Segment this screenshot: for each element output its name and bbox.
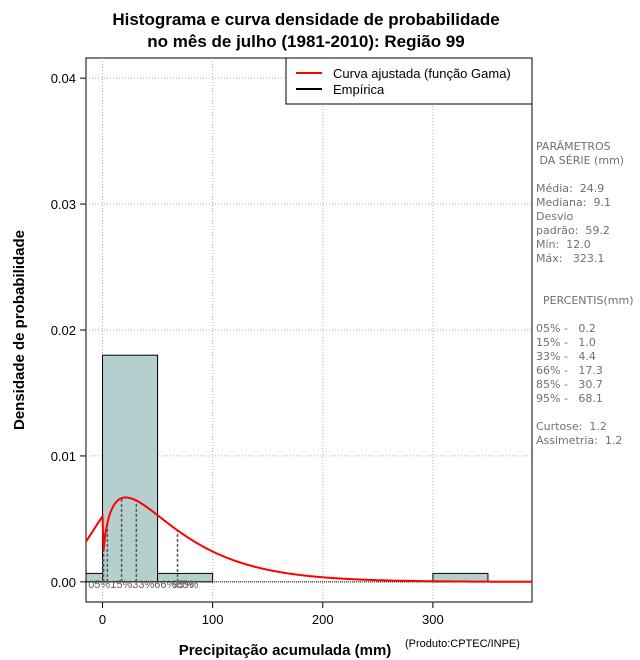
histogram-bar-1: [102, 354, 159, 583]
stat-stddev: padrão: 59.2: [536, 224, 610, 237]
legend: Curva ajustada (função Gama) Empírica: [285, 57, 533, 105]
stats-header-1: PARÂMETROS: [536, 140, 611, 153]
y-tick-label-4: 0.04: [51, 71, 76, 86]
percentile-labels: 05%15%33%66%85%: [88, 579, 198, 591]
percentil-66: 66% - 17.3: [536, 364, 603, 377]
legend-label-curve: Curva ajustada (função Gama): [333, 66, 511, 81]
stat-median: Mediana: 9.1: [536, 196, 611, 209]
percentil-15: 15% - 1.0: [536, 336, 596, 349]
stat-mean: Média: 24.9: [536, 182, 605, 195]
y-tick-label-3: 0.03: [51, 197, 76, 212]
percentis-header: PERCENTIS(mm): [536, 294, 634, 307]
x-tick-label-1: 100: [202, 612, 224, 627]
series-stats-panel: PARÂMETROS DA SÉRIE (mm) Média: 24.9 Med…: [536, 140, 640, 448]
x-tick-label-3: 300: [422, 612, 444, 627]
percentile-lines: 05%15%33%66%85%95%: [88, 498, 199, 591]
x-tick-label-2: 200: [312, 612, 334, 627]
stat-max: Máx: 323.1: [536, 252, 605, 265]
x-axis-label: Precipitação acumulada (mm): [179, 642, 392, 659]
fitted-gamma-curve: [85, 496, 532, 583]
percentil-33: 33% - 4.4: [536, 350, 596, 363]
chart-title-line-2: no mês de julho (1981-2010): Região 99: [147, 32, 464, 51]
stat-stddev-label: Desvio: [536, 210, 574, 223]
y-tick-label-0: 0.00: [51, 575, 76, 590]
stat-skewness: Assimetria: 1.2: [536, 434, 623, 447]
legend-label-empirical: Empírica: [333, 82, 385, 97]
x-axis: 0 100 200 300: [99, 602, 444, 627]
percentil-05: 05% - 0.2: [536, 322, 596, 335]
stats-header-2: DA SÉRIE (mm): [536, 154, 625, 167]
x-tick-label-0: 0: [99, 612, 106, 627]
y-axis: 0.00 0.01 0.02 0.03 0.04: [51, 71, 86, 590]
histogram-bar-2: [157, 572, 214, 583]
fitted-curve-group: [85, 496, 532, 583]
stat-kurtosis: Curtose: 1.2: [536, 420, 607, 433]
legend-box: [285, 57, 533, 105]
y-tick-label-1: 0.01: [51, 449, 76, 464]
credit-text: (Produto:CPTEC/INPE): [405, 638, 520, 650]
stat-min: Mín: 12.0: [536, 238, 591, 251]
y-axis-label: Densidade de probabilidade: [11, 230, 28, 430]
y-tick-label-2: 0.02: [51, 323, 76, 338]
chart-title-line-1: Histograma e curva densidade de probabil…: [112, 10, 499, 29]
percentil-85: 85% - 30.7: [536, 378, 603, 391]
percentile-label-95: 95%: [172, 579, 194, 591]
histogram-bars: [85, 354, 532, 583]
percentil-95: 95% - 68.1: [536, 392, 603, 405]
